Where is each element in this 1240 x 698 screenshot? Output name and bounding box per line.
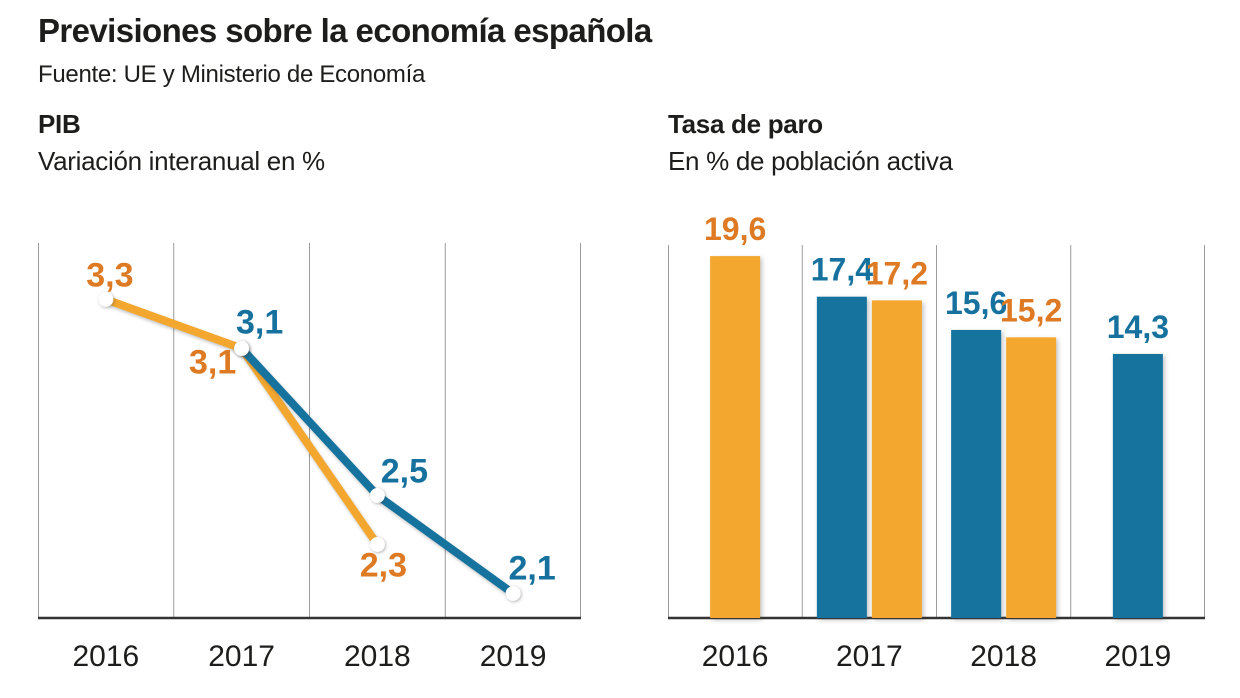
value-label-blue: 2,1 xyxy=(508,549,555,587)
year-label: 2018 xyxy=(344,640,411,673)
value-label-orange: 3,3 xyxy=(86,256,133,294)
value-label-blue: 3,1 xyxy=(236,303,283,341)
year-label: 2017 xyxy=(208,640,275,673)
source-note: Fuente: UE y Ministerio de Economía xyxy=(38,61,426,88)
pib-chart-title: PIB xyxy=(38,109,81,139)
year-label: 2018 xyxy=(970,640,1037,673)
paro-bar-chart: 19,6 17,417,2 15,615,2 14,3 2016 2017 2018 2019 xyxy=(668,211,1205,673)
bar-2018-blue xyxy=(951,329,1002,618)
value-label-orange: 15,2 xyxy=(1000,292,1062,328)
data-point-marker xyxy=(369,536,385,552)
year-label: 2016 xyxy=(73,640,140,673)
value-label-blue: 17,4 xyxy=(811,252,873,288)
year-label: 2019 xyxy=(1105,640,1172,673)
paro-chart-title: Tasa de paro xyxy=(668,109,823,139)
pib-chart-subtitle: Variación interanual en % xyxy=(38,146,325,176)
bar-2018-orange xyxy=(1006,337,1057,618)
year-label: 2019 xyxy=(480,640,547,673)
bar-2017-blue xyxy=(816,296,867,618)
value-label-orange: 3,1 xyxy=(189,343,236,381)
data-point-marker xyxy=(505,585,521,601)
data-point-marker xyxy=(234,340,250,356)
pib-line-chart: 3,3 3,1 2,3 3,1 2,5 2,1 2016 2017 2018 2019 xyxy=(38,243,581,673)
value-label-orange: 2,3 xyxy=(360,546,407,584)
bar-2019-blue xyxy=(1112,353,1163,618)
value-label-orange: 17,2 xyxy=(866,255,928,291)
bar-2016-orange xyxy=(710,256,761,618)
paro-chart-subtitle: En % de población activa xyxy=(668,146,953,176)
page-title: Previsiones sobre la economía española xyxy=(38,12,652,49)
data-point-marker xyxy=(369,487,385,503)
value-label-orange: 19,6 xyxy=(704,211,766,247)
bar-2017-orange xyxy=(871,300,922,618)
year-label: 2017 xyxy=(836,640,903,673)
value-label-blue: 14,3 xyxy=(1107,309,1169,345)
value-label-blue: 15,6 xyxy=(945,285,1007,321)
data-point-marker xyxy=(98,291,114,307)
value-label-blue: 2,5 xyxy=(381,452,428,490)
year-label: 2016 xyxy=(702,640,769,673)
